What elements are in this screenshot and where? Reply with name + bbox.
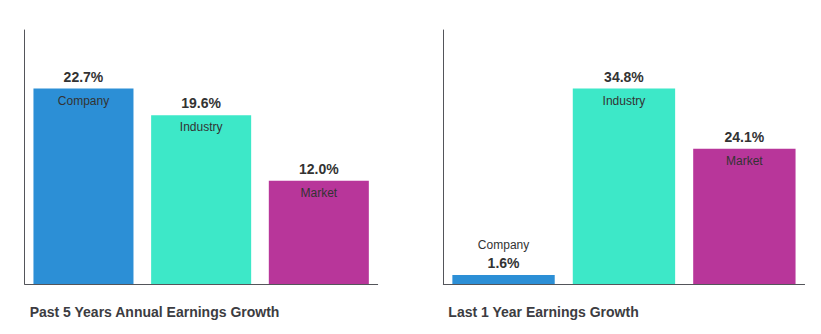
svg-text:19.6%: 19.6%: [181, 95, 221, 111]
svg-text:Company: Company: [58, 94, 109, 108]
svg-text:Company: Company: [478, 238, 529, 252]
svg-text:Last 1 Year Earnings Growth: Last 1 Year Earnings Growth: [448, 304, 638, 320]
svg-text:Market: Market: [300, 186, 337, 200]
svg-text:1.6%: 1.6%: [488, 255, 520, 271]
svg-text:12.0%: 12.0%: [299, 161, 339, 177]
svg-text:Industry: Industry: [180, 120, 223, 134]
svg-text:34.8%: 34.8%: [604, 69, 644, 85]
svg-text:24.1%: 24.1%: [725, 129, 765, 145]
svg-text:Market: Market: [726, 154, 763, 168]
svg-text:Industry: Industry: [603, 94, 646, 108]
svg-text:22.7%: 22.7%: [64, 69, 104, 85]
svg-text:Past 5 Years Annual Earnings G: Past 5 Years Annual Earnings Growth: [30, 304, 280, 320]
